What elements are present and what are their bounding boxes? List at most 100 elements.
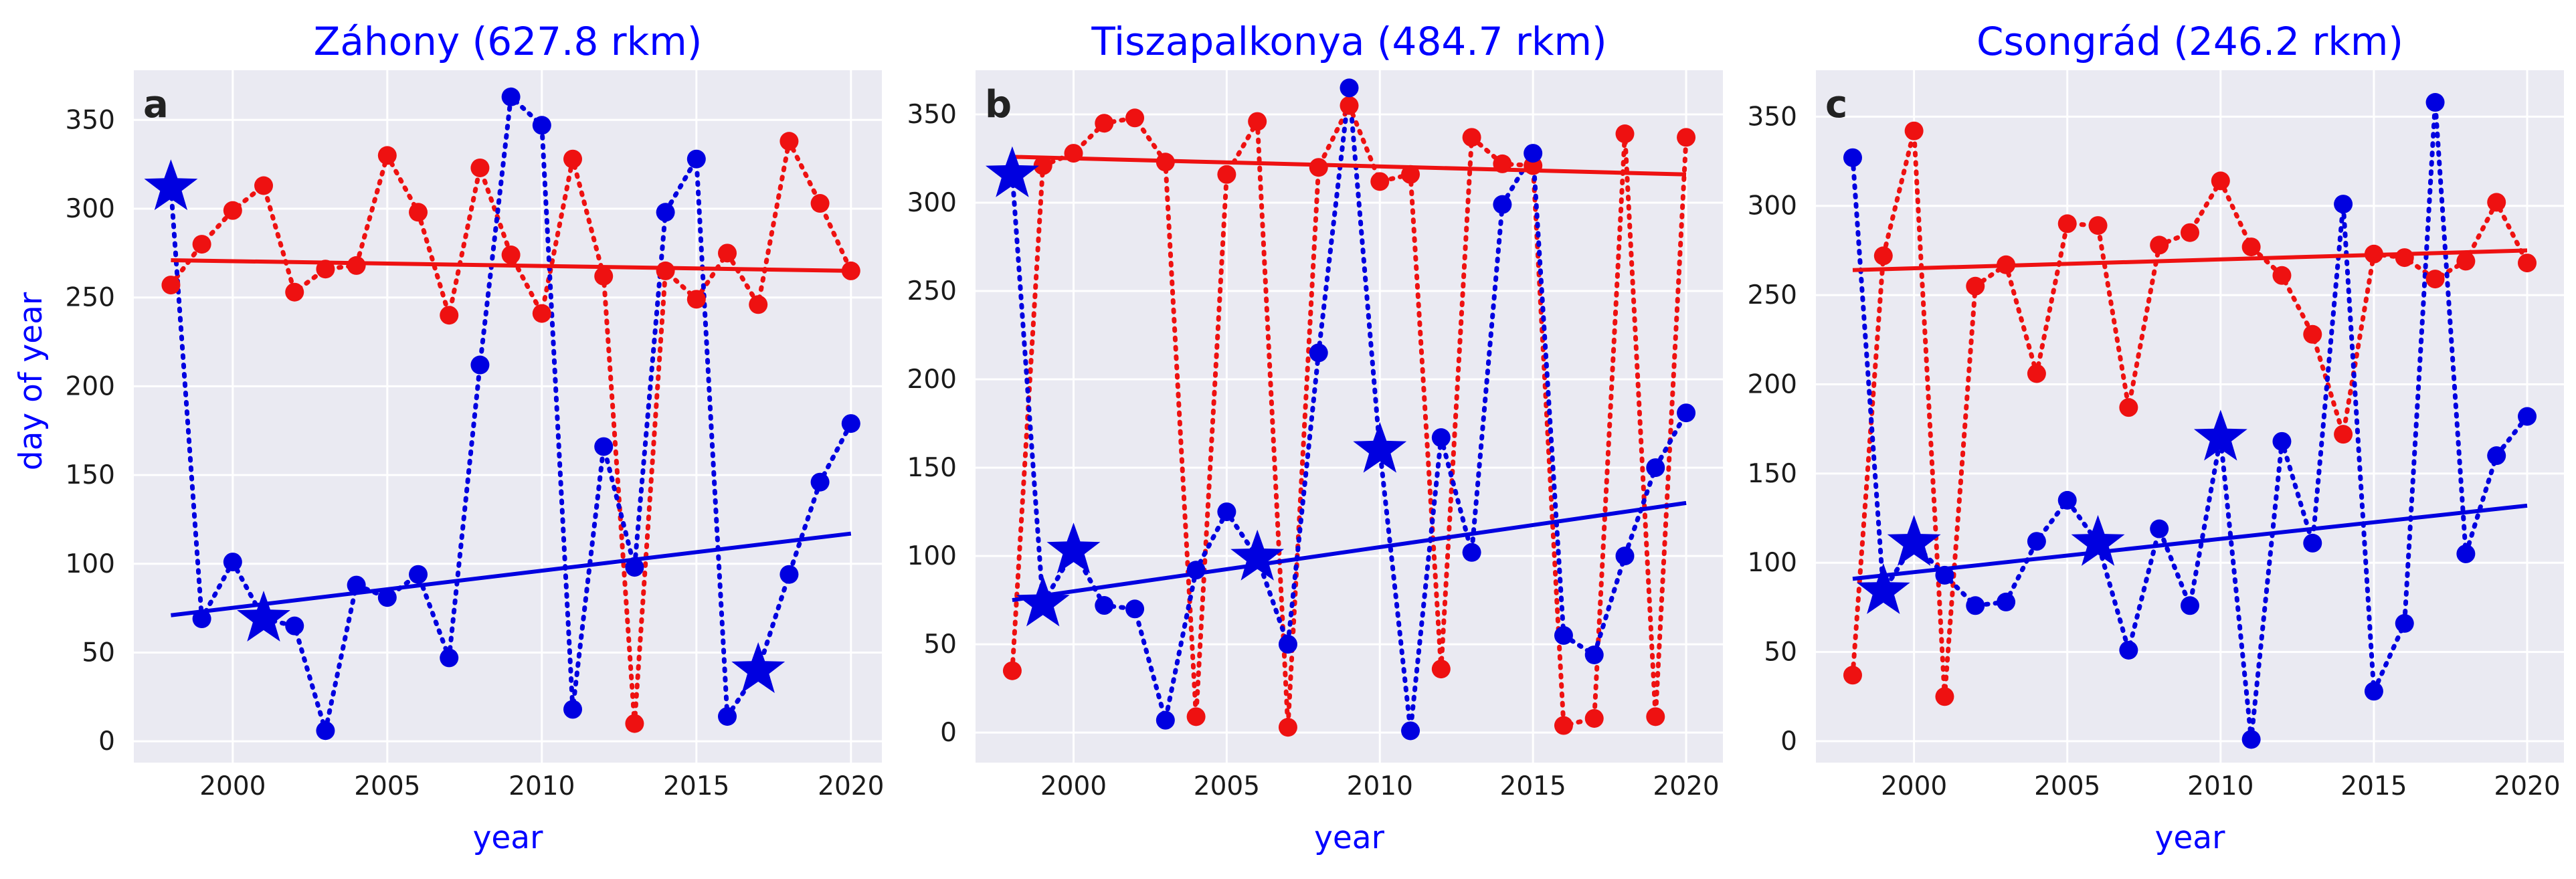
data-star-blue [1887, 514, 1941, 566]
data-point-blue [1156, 710, 1175, 730]
data-point-blue [2057, 490, 2077, 510]
data-point-red [2027, 364, 2046, 383]
data-point-red [1646, 707, 1665, 726]
data-point-red [2518, 254, 2537, 273]
data-point-red [779, 132, 799, 151]
data-point-red [532, 304, 551, 323]
y-tick-label: 300 [907, 188, 957, 218]
data-point-red [1033, 156, 1052, 175]
data-point-blue [347, 575, 366, 595]
data-point-red [1615, 124, 1635, 144]
data-point-blue [2150, 519, 2169, 539]
data-point-red [1217, 165, 1236, 184]
x-tick-label: 2020 [2494, 771, 2560, 801]
data-star-blue [2193, 409, 2247, 461]
y-tick-label: 350 [66, 105, 115, 135]
y-tick-label: 350 [907, 100, 957, 130]
panel-letter: c [1825, 83, 1847, 126]
data-point-blue [594, 437, 614, 456]
data-point-red [2057, 214, 2077, 233]
data-point-red [192, 235, 211, 254]
data-point-red [1186, 707, 1206, 726]
y-tick-label: 350 [1748, 102, 1797, 132]
data-point-blue [1677, 403, 1696, 423]
plot-background [134, 70, 882, 763]
data-point-blue [1584, 645, 1604, 664]
data-point-blue [1997, 592, 2016, 611]
data-point-red [2334, 425, 2353, 444]
y-tick-label: 50 [82, 638, 115, 668]
data-point-red [316, 260, 335, 279]
data-point-red [377, 146, 397, 165]
y-tick-label: 200 [66, 371, 115, 401]
data-point-blue [2303, 533, 2322, 553]
data-point-red [285, 282, 304, 302]
data-point-blue [1524, 144, 1543, 163]
data-point-red [749, 295, 768, 314]
panel-letter: a [143, 83, 169, 126]
data-star-blue [1230, 529, 1285, 581]
trend-line-blue [1852, 503, 2528, 581]
data-point-blue [532, 116, 551, 135]
data-point-red [1401, 165, 1420, 184]
data-point-blue [656, 203, 675, 222]
data-point-blue [2425, 93, 2445, 112]
x-tick-label: 2010 [509, 771, 575, 801]
y-tick-label: 100 [1748, 548, 1797, 578]
data-point-blue [2119, 640, 2138, 660]
data-point-red [409, 203, 428, 222]
data-point-blue [2241, 730, 2261, 749]
data-point-red [656, 261, 675, 280]
data-star-blue [144, 159, 198, 211]
data-point-red [1904, 121, 1924, 140]
y-tick-label: 250 [1748, 280, 1797, 310]
data-point-blue [1843, 148, 1862, 167]
series-line-blue [1850, 102, 2530, 740]
trend-line-red [171, 258, 851, 273]
y-tick-label: 300 [1748, 191, 1797, 221]
data-point-red [2088, 216, 2108, 235]
data-point-red [161, 276, 181, 295]
data-point-red [2181, 223, 2199, 242]
data-point-red [718, 243, 737, 263]
data-point-blue [1401, 721, 1420, 741]
data-point-blue [1935, 565, 1954, 585]
data-point-red [2241, 237, 2261, 257]
data-point-blue [1615, 547, 1635, 566]
data-star-blue [1046, 522, 1101, 574]
data-point-red [1677, 128, 1696, 147]
data-point-red [2364, 244, 2383, 264]
y-tick-label: 50 [1764, 638, 1797, 668]
data-point-red [2456, 252, 2476, 271]
data-point-blue [1431, 428, 1451, 448]
data-point-blue [1278, 635, 1297, 654]
data-point-red [563, 149, 583, 169]
data-point-red [1431, 660, 1451, 679]
chart-title: Tiszapalkonya (484.7 rkm) [1091, 19, 1606, 64]
x-tick-label: 2020 [1653, 771, 1719, 801]
data-star-blue [1856, 563, 1910, 614]
data-point-blue [1493, 195, 1512, 214]
y-tick-label: 150 [1748, 459, 1797, 489]
data-point-red [1156, 153, 1175, 172]
data-point-red [501, 246, 521, 264]
y-tick-label: 100 [66, 549, 115, 579]
data-point-blue [2181, 596, 2199, 615]
data-point-red [625, 714, 644, 733]
data-star-blue [2071, 514, 2125, 566]
data-point-red [1997, 255, 2016, 274]
data-point-blue [2272, 431, 2292, 451]
data-point-blue [2395, 613, 2414, 633]
data-point-blue [841, 414, 860, 433]
x-tick-label: 2000 [1040, 771, 1107, 801]
x-tick-label: 2020 [818, 771, 884, 801]
data-point-blue [501, 87, 521, 106]
x-tick-label: 2000 [199, 771, 266, 801]
data-point-red [440, 306, 459, 325]
y-tick-label: 100 [907, 541, 957, 571]
x-tick-label: 2015 [1500, 771, 1566, 801]
data-point-blue [2334, 195, 2353, 214]
data-point-red [1843, 666, 1862, 685]
data-point-red [1309, 158, 1328, 177]
data-point-red [1278, 718, 1297, 737]
